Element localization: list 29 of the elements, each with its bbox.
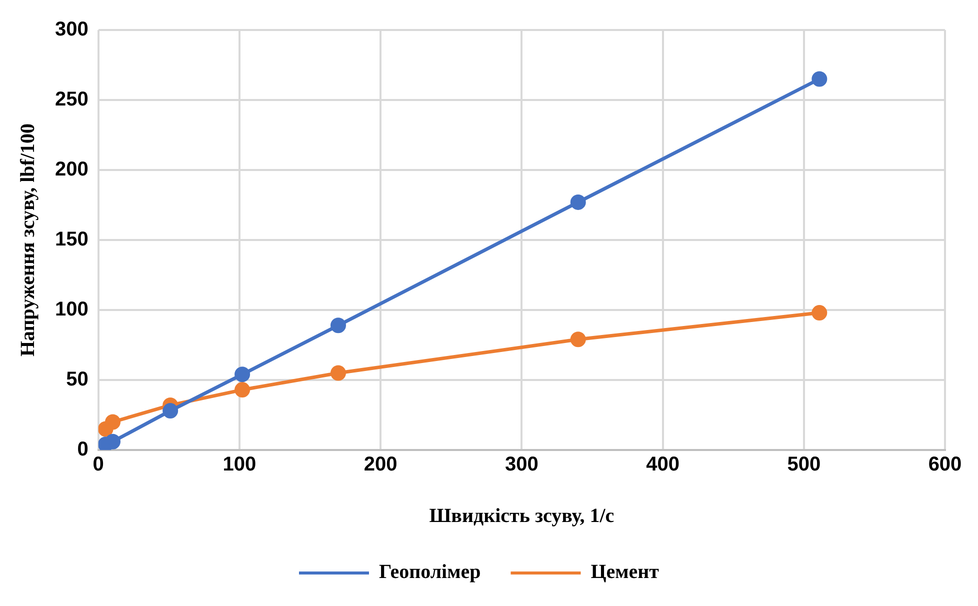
point (812, 305, 828, 321)
point (330, 365, 346, 381)
x-tick-label: 300 (504, 454, 538, 476)
x-tick-label: 400 (646, 454, 680, 476)
legend-label: Цемент (590, 561, 660, 584)
x-axis-title: Швидкість зсуву, 1/с (429, 505, 614, 528)
point (105, 414, 121, 430)
y-tick-label: 50 (66, 368, 88, 391)
legend-label: Геополімер (378, 561, 481, 584)
y-tick-label: 150 (54, 228, 88, 251)
point (234, 366, 250, 382)
x-tick-label: 600 (928, 454, 962, 476)
point (570, 332, 586, 348)
y-tick-label: 0 (77, 438, 88, 461)
point (330, 318, 346, 334)
x-tick-label: 0 (92, 454, 104, 476)
y-tick-label: 200 (54, 158, 88, 181)
y-tick-label: 100 (54, 298, 88, 321)
point (812, 71, 828, 87)
y-tick-label: 250 (54, 88, 88, 111)
y-tick-label: 300 (54, 18, 88, 41)
point (234, 382, 250, 398)
y-axis-title: Напруження зсуву, lbf/100 (17, 123, 40, 357)
x-tick-label: 100 (222, 454, 256, 476)
x-tick-label: 200 (364, 454, 398, 476)
point (570, 194, 586, 210)
x-tick-label: 500 (787, 454, 821, 476)
point (105, 434, 121, 450)
point (162, 403, 178, 419)
